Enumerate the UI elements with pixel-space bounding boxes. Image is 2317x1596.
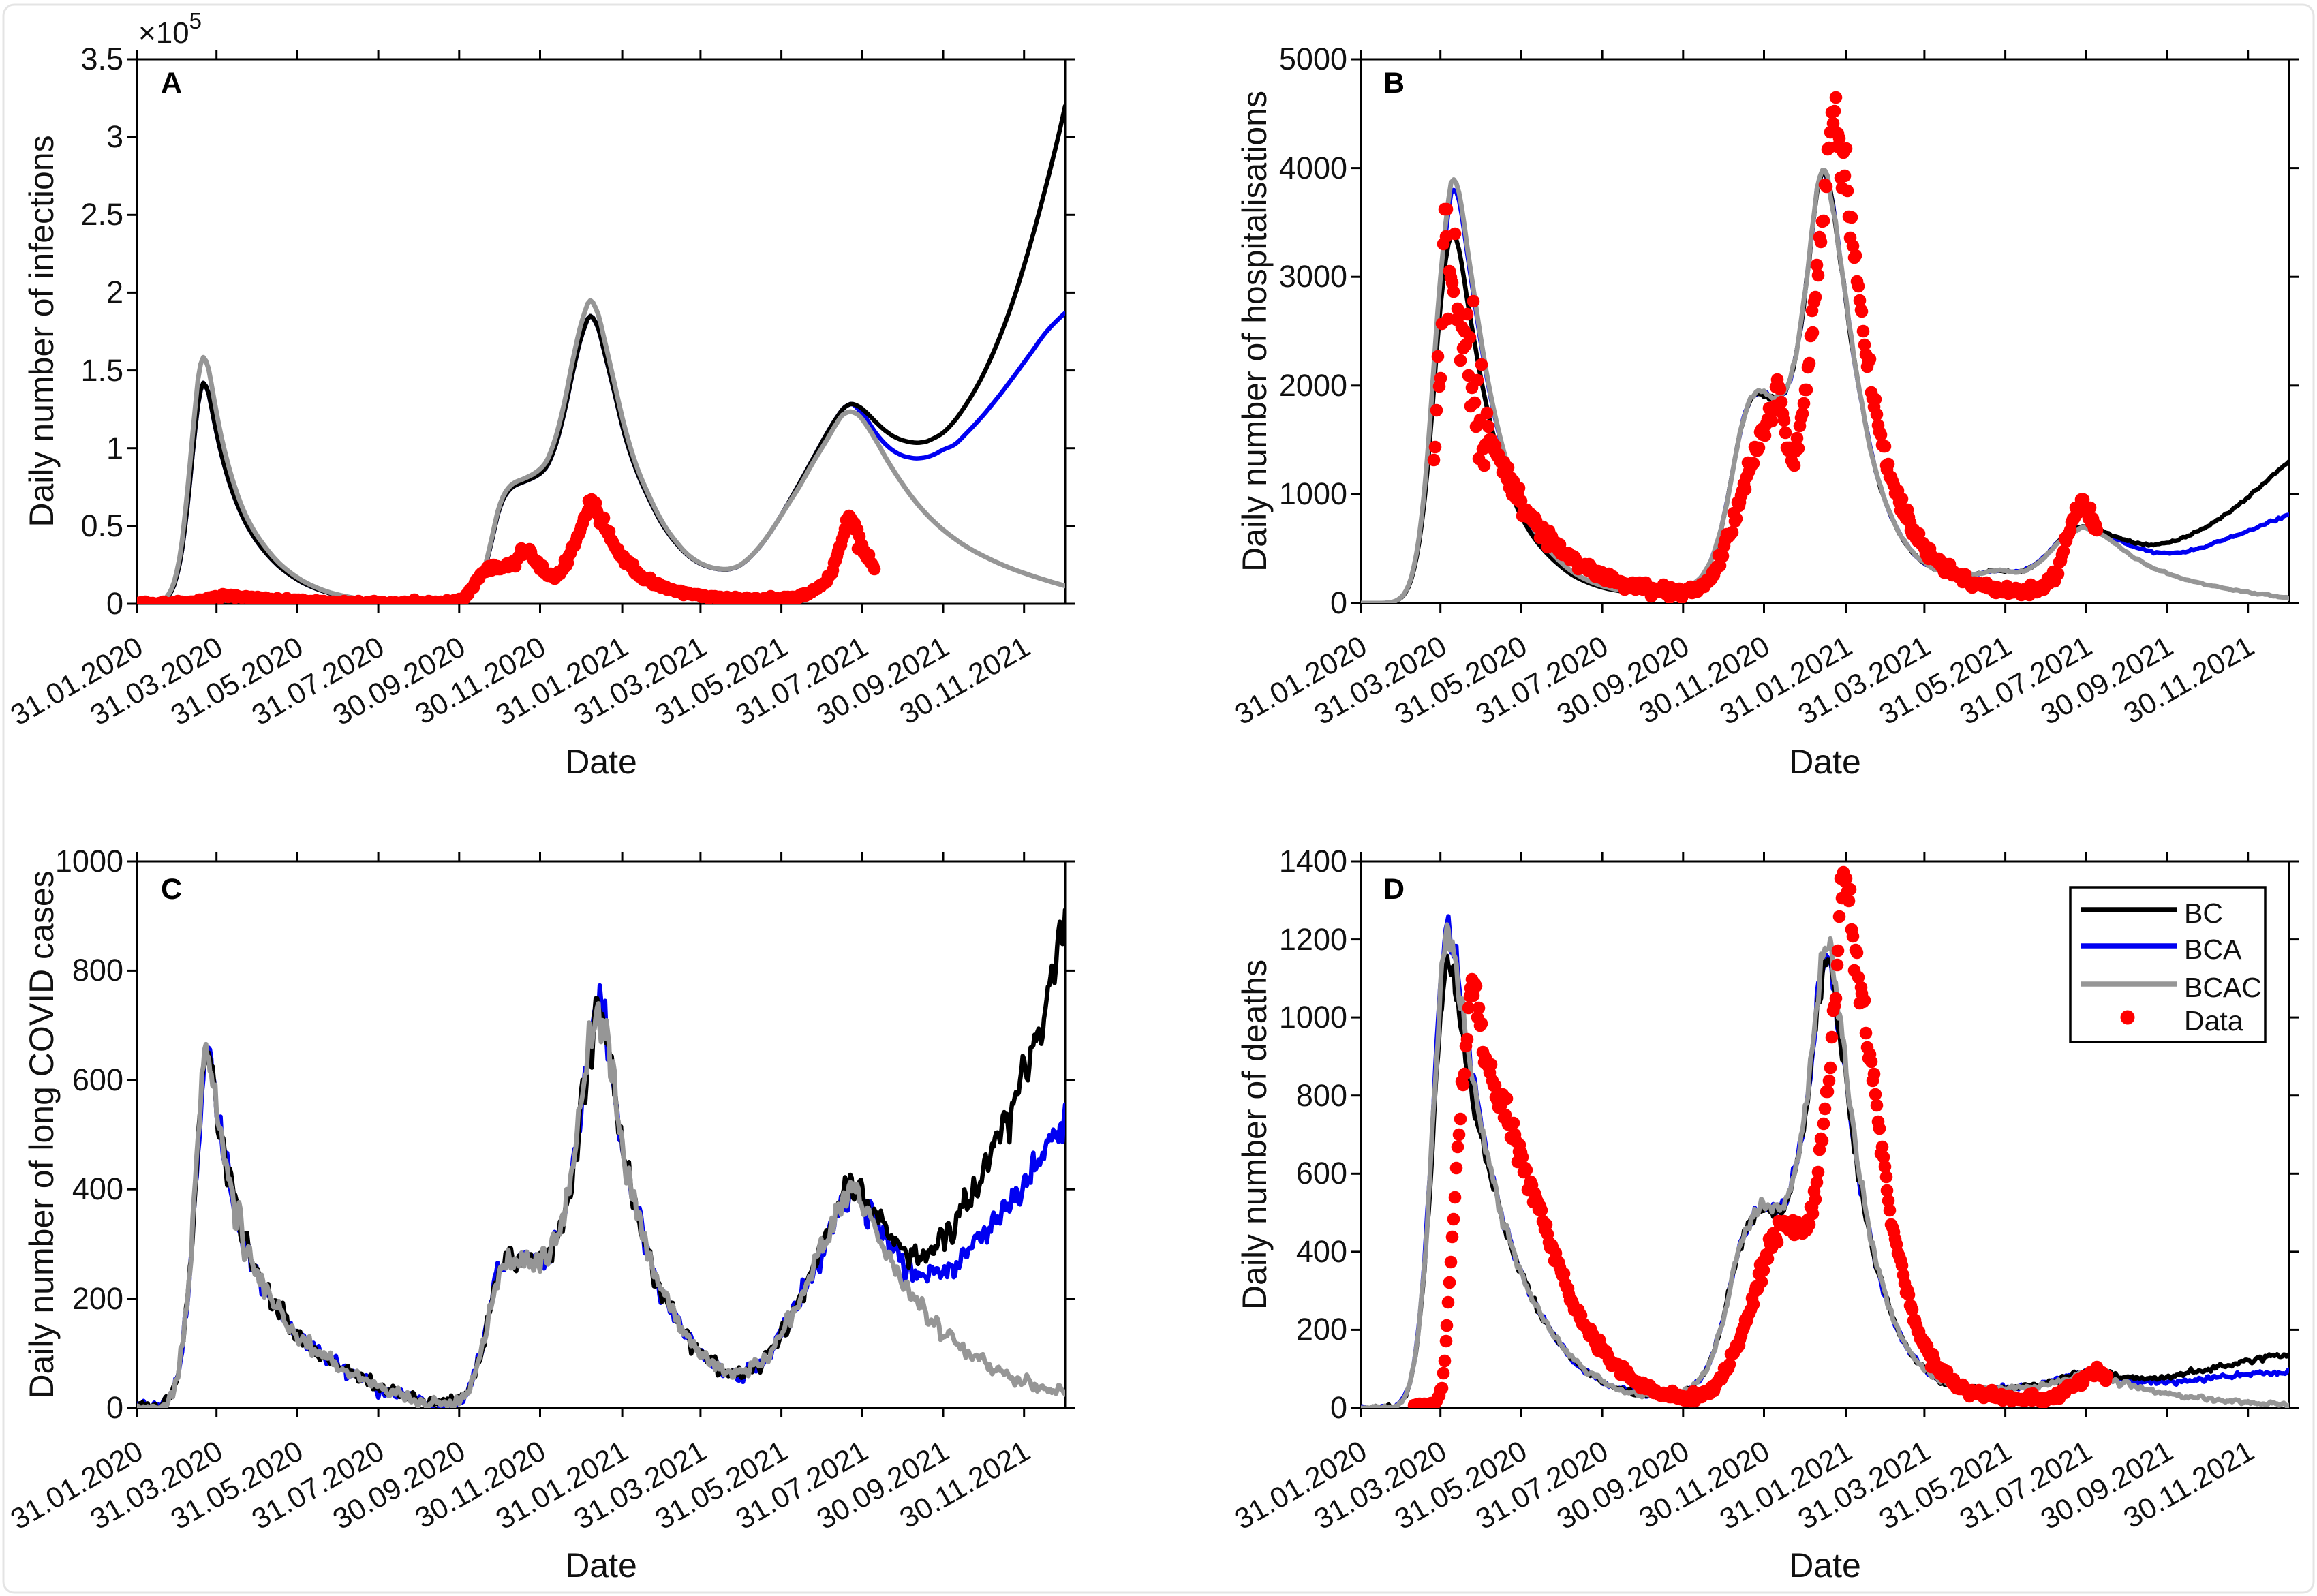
svg-text:4000: 4000 (1279, 151, 1347, 185)
svg-text:1200: 1200 (1279, 922, 1347, 957)
svg-text:0: 0 (1330, 1390, 1347, 1425)
svg-text:0: 0 (1330, 585, 1347, 620)
svg-text:Data: Data (2184, 1005, 2243, 1037)
svg-text:1000: 1000 (1279, 1000, 1347, 1034)
svg-text:BC: BC (2184, 897, 2223, 929)
svg-text:600: 600 (1296, 1156, 1347, 1191)
svg-text:5000: 5000 (1279, 42, 1347, 76)
svg-text:BCAC: BCAC (2184, 972, 2262, 1003)
svg-text:Daily number of deaths: Daily number of deaths (1236, 960, 1274, 1310)
svg-text:800: 800 (1296, 1078, 1347, 1113)
svg-text:Daily number of infections: Daily number of infections (22, 135, 61, 527)
svg-text:1400: 1400 (1279, 844, 1347, 878)
svg-text:B: B (1383, 67, 1405, 99)
svg-text:Daily number of long COVID cas: Daily number of long COVID cases (22, 870, 61, 1398)
svg-text:2.5: 2.5 (80, 197, 123, 232)
svg-text:1: 1 (106, 431, 123, 465)
svg-text:0: 0 (106, 1390, 123, 1425)
svg-text:400: 400 (1296, 1234, 1347, 1269)
svg-text:C: C (161, 873, 182, 906)
svg-text:Date: Date (1789, 1546, 1861, 1584)
svg-text:Date: Date (1789, 743, 1861, 781)
svg-text:200: 200 (72, 1281, 123, 1316)
svg-text:3000: 3000 (1279, 259, 1347, 294)
svg-text:3: 3 (106, 119, 123, 154)
svg-text:400: 400 (72, 1171, 123, 1206)
svg-text:Daily number of hospitalisatio: Daily number of hospitalisations (1236, 91, 1274, 572)
svg-text:2000: 2000 (1279, 368, 1347, 403)
svg-text:800: 800 (72, 953, 123, 987)
svg-text:1.5: 1.5 (80, 353, 123, 388)
svg-text:0.5: 0.5 (80, 508, 123, 543)
svg-text:BCA: BCA (2184, 934, 2242, 965)
svg-text:0: 0 (106, 586, 123, 621)
svg-text:1000: 1000 (55, 844, 123, 878)
svg-text:3.5: 3.5 (80, 42, 123, 76)
svg-text:2: 2 (106, 275, 123, 309)
svg-text:1000: 1000 (1279, 476, 1347, 511)
svg-text:Date: Date (565, 743, 637, 781)
svg-text:A: A (161, 67, 182, 99)
svg-text:200: 200 (1296, 1312, 1347, 1347)
svg-text:Date: Date (565, 1546, 637, 1584)
svg-text:600: 600 (72, 1062, 123, 1097)
svg-text:D: D (1383, 873, 1405, 906)
